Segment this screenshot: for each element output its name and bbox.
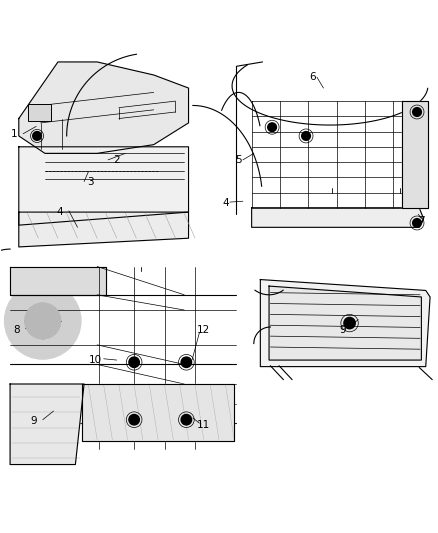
Text: 5: 5 — [235, 155, 242, 165]
Text: 9: 9 — [31, 416, 37, 426]
Text: 3: 3 — [87, 176, 94, 187]
Polygon shape — [269, 286, 421, 360]
Circle shape — [129, 415, 139, 425]
Polygon shape — [10, 266, 106, 295]
Circle shape — [413, 219, 421, 228]
Bar — [28, 104, 51, 120]
Text: 4: 4 — [222, 198, 229, 208]
Text: 9: 9 — [340, 325, 346, 335]
Text: 4: 4 — [57, 207, 64, 217]
Polygon shape — [19, 212, 188, 247]
Circle shape — [302, 132, 311, 140]
Circle shape — [268, 123, 276, 132]
Text: 10: 10 — [88, 355, 102, 365]
Text: 1: 1 — [11, 129, 18, 139]
Circle shape — [344, 318, 355, 329]
Circle shape — [129, 357, 139, 367]
Text: 8: 8 — [13, 325, 20, 335]
Polygon shape — [10, 384, 84, 465]
Text: 11: 11 — [197, 421, 210, 430]
Circle shape — [25, 303, 61, 339]
Polygon shape — [402, 101, 428, 208]
Text: 6: 6 — [309, 72, 316, 82]
Polygon shape — [260, 279, 430, 367]
Text: 2: 2 — [113, 155, 120, 165]
Circle shape — [181, 357, 191, 367]
Text: 12: 12 — [197, 325, 210, 335]
Polygon shape — [82, 384, 234, 441]
Polygon shape — [19, 62, 188, 154]
Text: 7: 7 — [418, 216, 425, 226]
Circle shape — [4, 282, 81, 359]
Circle shape — [413, 108, 421, 116]
Polygon shape — [19, 147, 188, 225]
Circle shape — [33, 132, 42, 140]
Polygon shape — [252, 208, 424, 228]
Circle shape — [181, 415, 191, 425]
